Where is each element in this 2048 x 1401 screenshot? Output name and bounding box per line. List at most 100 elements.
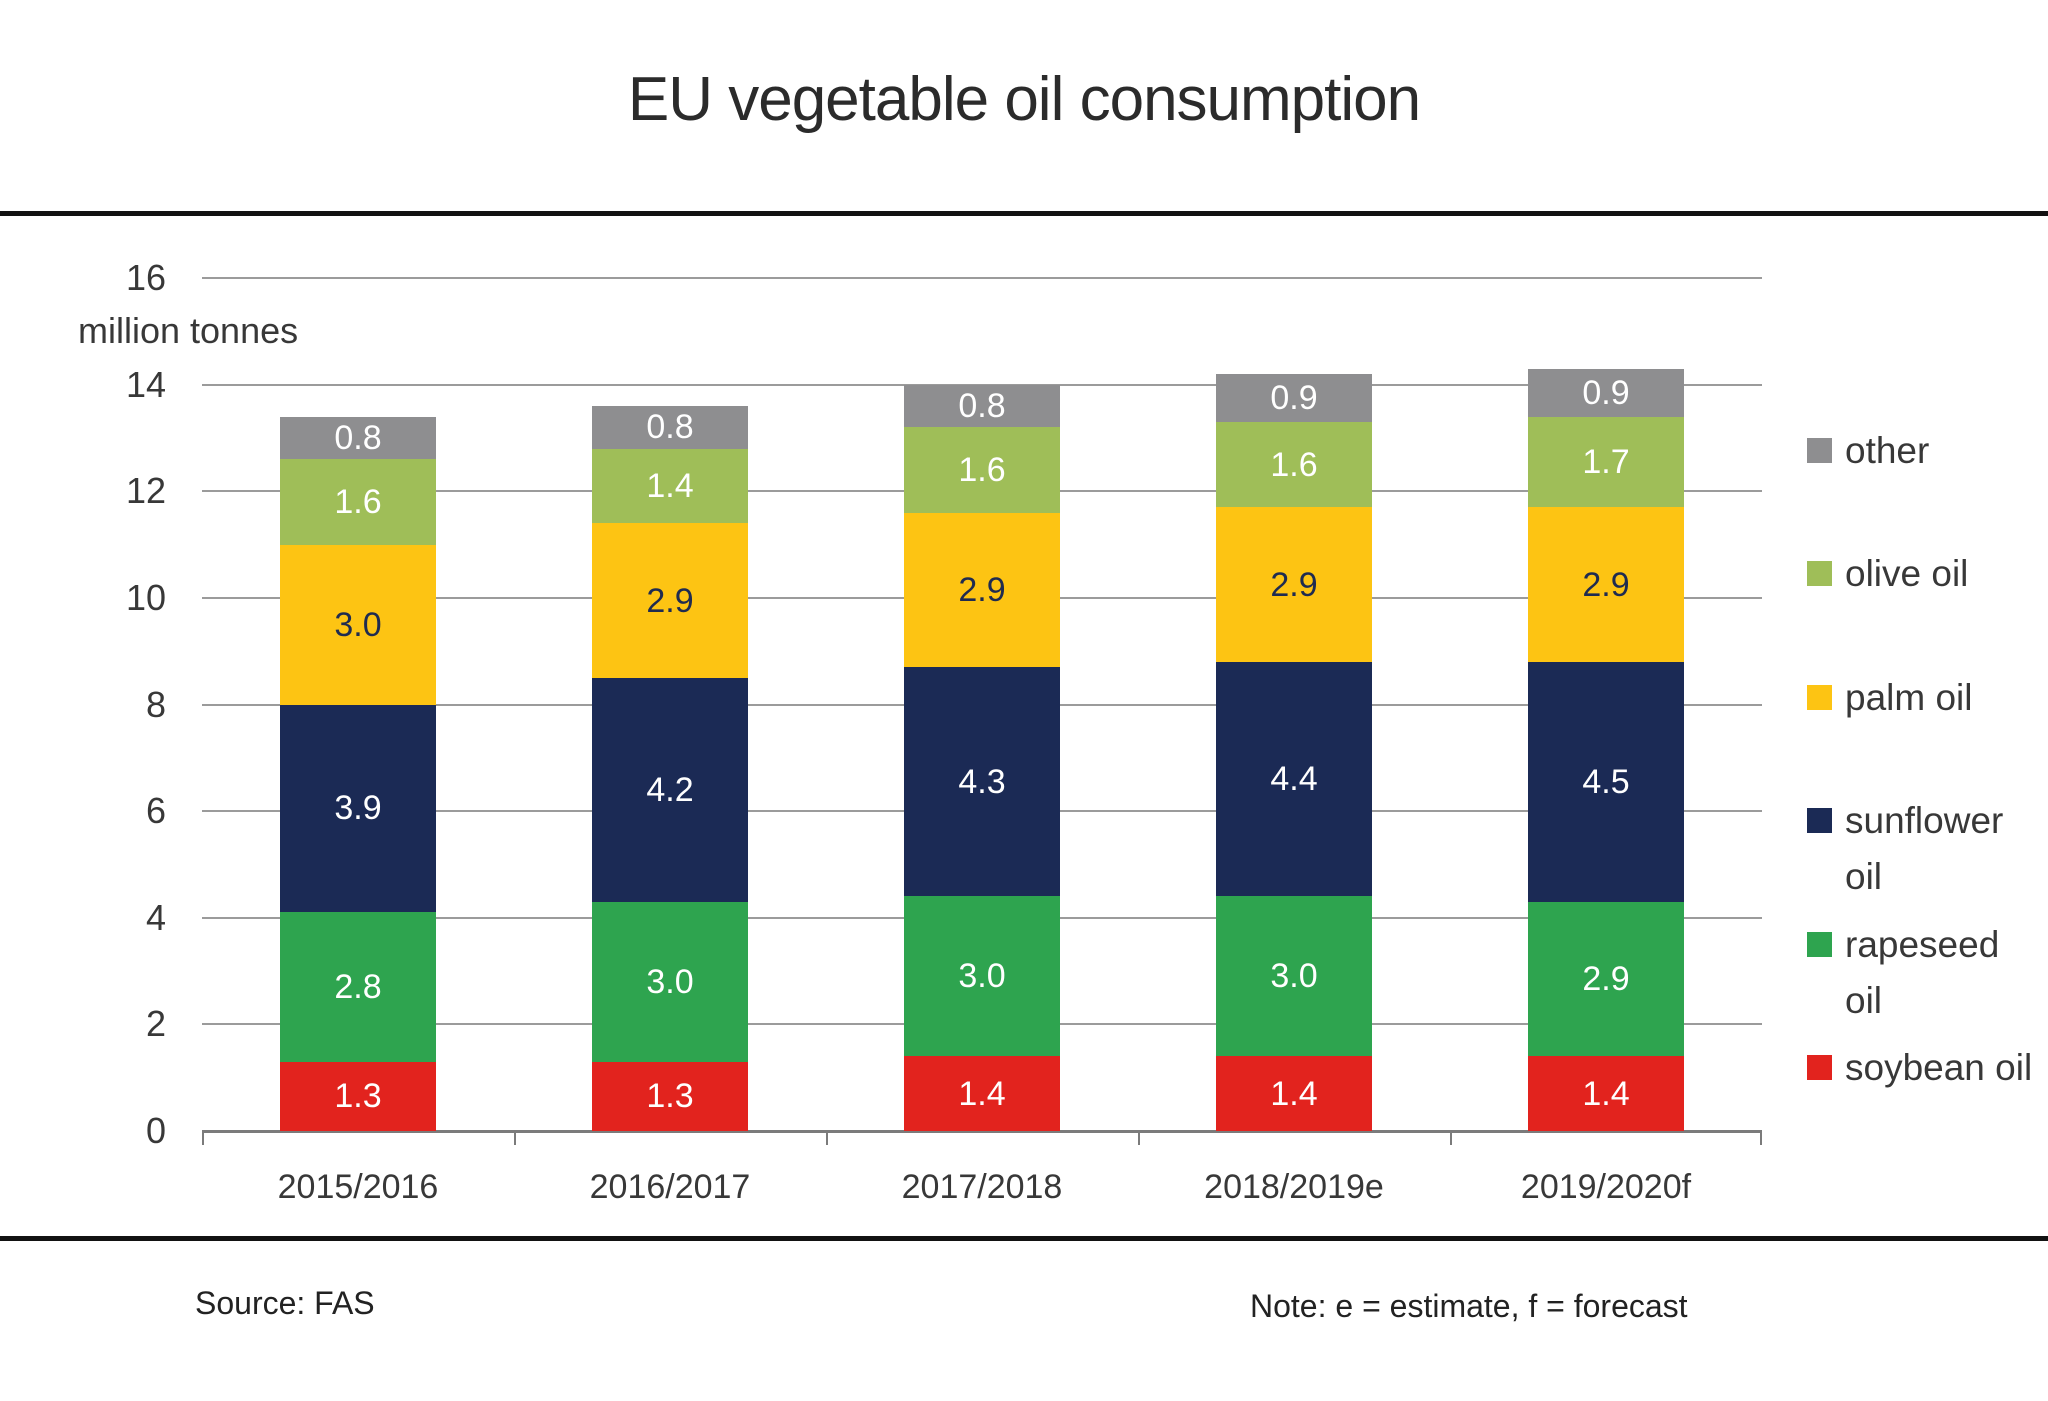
x-category-label: 2015/2016 [277, 1168, 439, 1206]
bar-segment-palm-oil: 2.9 [592, 523, 748, 678]
x-axis-tick [1138, 1131, 1140, 1145]
legend-item-sunflower-oil: sunflower oil [1807, 793, 2003, 905]
gridline-16 [202, 277, 1762, 279]
bar-segment-other: 0.8 [592, 405, 748, 449]
segment-value-label: 4.2 [646, 770, 694, 809]
legend-swatch-soybean-oil [1807, 1055, 1832, 1080]
legend-item-palm-oil: palm oil [1807, 670, 1973, 726]
y-tick-label: 12 [125, 470, 166, 512]
bar-segment-rapeseed-oil: 3.0 [1216, 896, 1372, 1057]
x-category-label: 2019/2020f [1520, 1168, 1692, 1206]
segment-value-label: 1.7 [1582, 442, 1630, 481]
segment-value-label: 3.0 [646, 962, 694, 1001]
bar-segment-palm-oil: 2.9 [1216, 507, 1372, 662]
y-tick-label: 0 [145, 1110, 166, 1151]
segment-value-label: 1.4 [1582, 1074, 1630, 1113]
legend-swatch-rapeseed-oil [1807, 931, 1832, 957]
legend-label: rapeseed oil [1845, 917, 1999, 1029]
segment-value-label: 4.4 [1270, 760, 1318, 799]
bar-segment-soybean-oil: 1.4 [904, 1056, 1060, 1131]
y-tick-label: 4 [145, 896, 166, 938]
segment-value-label: 1.6 [334, 482, 382, 521]
legend-label: palm oil [1845, 670, 1973, 726]
legend-item-rapeseed-oil: rapeseed oil [1807, 917, 1999, 1029]
bar-segment-rapeseed-oil: 3.0 [592, 901, 748, 1062]
segment-value-label: 1.3 [334, 1077, 382, 1116]
bar-segment-olive-oil: 1.6 [1216, 421, 1372, 508]
segment-value-label: 0.9 [1270, 378, 1318, 417]
x-axis-line [202, 1130, 1762, 1133]
bar-segment-other: 0.9 [1528, 368, 1684, 417]
legend-item-soybean-oil: soybean oil [1807, 1040, 2032, 1096]
x-category-label: 2018/2019e [1204, 1168, 1384, 1206]
x-axis-tick [1450, 1131, 1452, 1145]
segment-value-label: 2.8 [334, 968, 382, 1007]
bottom-rule [0, 1236, 2048, 1241]
y-tick-label: 6 [145, 790, 166, 832]
legend-swatch-olive-oil [1807, 561, 1832, 587]
segment-value-label: 2.9 [958, 570, 1006, 609]
y-tick-label: 16 [125, 257, 166, 298]
bar-segment-rapeseed-oil: 2.8 [280, 912, 436, 1062]
bar-segment-soybean-oil: 1.4 [1528, 1056, 1684, 1131]
y-tick-label: 14 [125, 363, 166, 405]
legend-item-other: other [1807, 423, 1929, 479]
bar-segment-soybean-oil: 1.4 [1216, 1056, 1372, 1131]
segment-value-label: 2.9 [1582, 960, 1630, 999]
bar-segment-palm-oil: 2.9 [1528, 507, 1684, 662]
legend-label-line: olive oil [1845, 553, 1969, 595]
x-axis-tick [1760, 1131, 1762, 1145]
segment-value-label: 1.4 [646, 466, 694, 505]
segment-value-label: 3.9 [334, 789, 382, 828]
x-category-label: 2016/2017 [589, 1168, 751, 1206]
x-axis-tick [514, 1131, 516, 1145]
legend-label: soybean oil [1845, 1040, 2032, 1096]
legend-label: other [1845, 423, 1929, 479]
legend-label-line: soybean oil [1845, 1047, 2033, 1088]
legend-label-line: sunflower [1845, 800, 2004, 842]
bar-segment-other: 0.8 [904, 384, 1060, 428]
bar-segment-soybean-oil: 1.3 [280, 1061, 436, 1131]
bar-segment-sunflower-oil: 3.9 [280, 704, 436, 913]
legend-swatch-other [1807, 438, 1832, 463]
segment-value-label: 3.0 [334, 605, 382, 644]
segment-value-label: 0.8 [646, 408, 694, 447]
legend-label: olive oil [1845, 546, 1968, 602]
segment-value-label: 1.3 [646, 1077, 694, 1116]
bar-segment-rapeseed-oil: 3.0 [904, 896, 1060, 1057]
bar-segment-olive-oil: 1.6 [280, 459, 436, 545]
bar-segment-palm-oil: 3.0 [280, 544, 436, 705]
bar-segment-olive-oil: 1.6 [904, 427, 1060, 513]
legend-label-line: rapeseed [1845, 923, 2000, 965]
x-category-label: 2017/2018 [901, 1168, 1063, 1206]
bar-segment-sunflower-oil: 4.2 [592, 677, 748, 902]
legend-label-line: palm oil [1845, 676, 1973, 718]
bar-segment-soybean-oil: 1.3 [592, 1061, 748, 1131]
bar-segment-rapeseed-oil: 2.9 [1528, 901, 1684, 1057]
legend-label: sunflower oil [1845, 793, 2003, 905]
segment-value-label: 4.5 [1582, 762, 1630, 801]
bar-segment-sunflower-oil: 4.3 [904, 667, 1060, 897]
segment-value-label: 3.0 [958, 957, 1006, 996]
source-text: Source: FAS [195, 1285, 375, 1321]
segment-value-label: 0.8 [958, 386, 1006, 425]
legend-label-line: oil [1845, 979, 1883, 1021]
legend-label-line: other [1845, 430, 1930, 471]
segment-value-label: 3.0 [1270, 957, 1318, 996]
bar-segment-sunflower-oil: 4.5 [1528, 661, 1684, 902]
segment-value-label: 0.9 [1582, 373, 1630, 412]
y-axis-unit-label: million tonnes [78, 310, 299, 351]
segment-value-label: 2.9 [1582, 565, 1630, 604]
segment-value-label: 2.9 [1270, 565, 1318, 604]
y-tick-label: 2 [145, 1003, 166, 1045]
bar-segment-other: 0.8 [280, 416, 436, 460]
bar-segment-olive-oil: 1.7 [1528, 416, 1684, 508]
segment-value-label: 1.4 [1270, 1074, 1318, 1113]
segment-value-label: 1.4 [958, 1074, 1006, 1113]
bar-segment-sunflower-oil: 4.4 [1216, 661, 1372, 897]
top-rule [0, 211, 2048, 216]
legend-item-olive-oil: olive oil [1807, 546, 1968, 602]
note-text: Note: e = estimate, f = forecast [1250, 1288, 1688, 1324]
bar-segment-other: 0.9 [1216, 373, 1372, 422]
